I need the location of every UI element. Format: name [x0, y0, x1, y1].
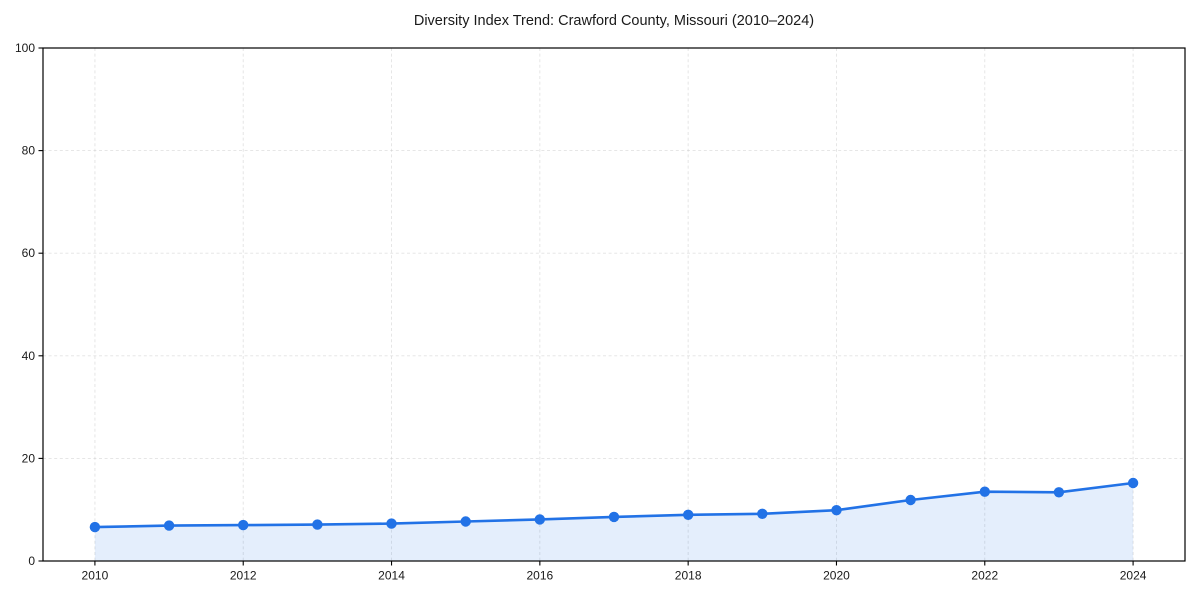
- y-tick-label: 100: [15, 41, 35, 55]
- y-tick-label: 80: [22, 144, 36, 158]
- x-tick-label: 2024: [1120, 569, 1147, 583]
- data-point: [163, 520, 175, 531]
- plot-border: [42, 47, 1186, 562]
- data-point: [979, 486, 990, 497]
- x-tick-label: 2014: [378, 569, 405, 583]
- data-point: [1127, 477, 1139, 489]
- data-point: [386, 518, 397, 529]
- data-point: [757, 508, 768, 519]
- data-point: [831, 505, 842, 516]
- data-point: [608, 511, 620, 523]
- x-tick-label: 2012: [230, 569, 257, 583]
- x-tick-label: 2020: [823, 569, 850, 583]
- data-point: [238, 519, 249, 531]
- y-tick-label: 0: [28, 554, 35, 568]
- x-tick-label: 2022: [971, 569, 998, 583]
- data-point: [534, 514, 545, 525]
- x-tick-label: 2010: [82, 569, 109, 583]
- data-point: [683, 509, 694, 520]
- data-point: [312, 519, 323, 530]
- y-tick-label: 40: [22, 349, 36, 363]
- y-tick-label: 60: [22, 246, 36, 260]
- data-point: [460, 516, 471, 527]
- data-point: [89, 521, 101, 533]
- data-point: [905, 494, 916, 506]
- chart-title: Diversity Index Trend: Crawford County, …: [413, 13, 815, 29]
- y-tick-label: 20: [22, 451, 36, 465]
- x-tick-label: 2016: [526, 569, 553, 583]
- x-tick-label: 2018: [675, 569, 702, 583]
- data-point: [1053, 487, 1065, 498]
